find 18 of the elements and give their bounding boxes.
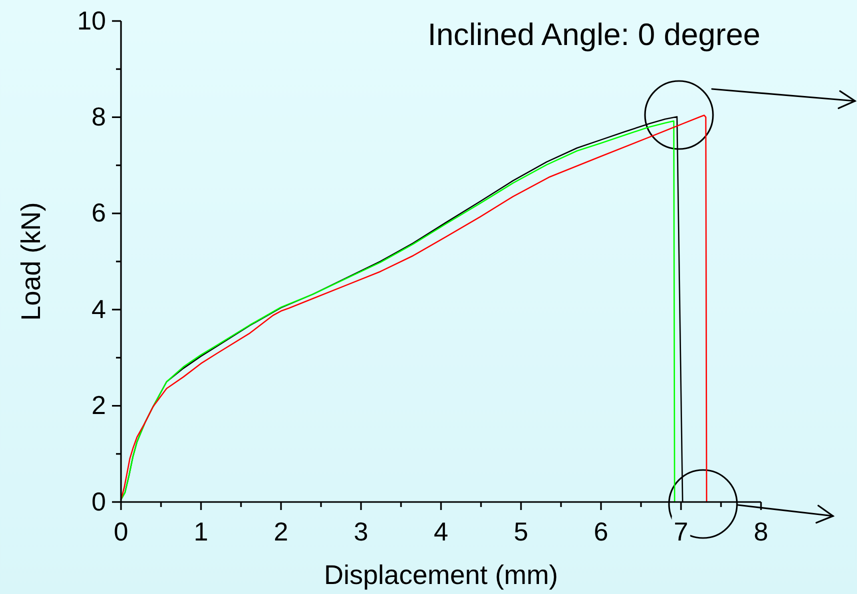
x-tick-label: 1 — [194, 516, 208, 546]
x-tick-label: 0 — [114, 516, 128, 546]
y-tick-label: 10 — [77, 5, 106, 36]
x-axis-title: Displacement (mm) — [324, 560, 558, 590]
y-tick-label: 6 — [92, 198, 106, 228]
y-axis-title: Load (kN) — [16, 202, 46, 321]
y-tick-label: 2 — [92, 390, 106, 420]
y-tick-label: 0 — [92, 486, 106, 516]
x-tick-label: 7 — [674, 516, 688, 546]
annotation: Inclined Angle: 0 degree — [428, 17, 760, 52]
x-tick-label: 2 — [274, 516, 288, 546]
x-tick-label: 5 — [514, 516, 528, 546]
y-tick-label: 8 — [92, 102, 106, 132]
x-tick-label: 6 — [594, 516, 608, 546]
y-tick-label: 4 — [92, 294, 106, 324]
x-tick-label: 8 — [754, 516, 768, 546]
x-tick-label: 3 — [354, 516, 368, 546]
x-tick-label: 4 — [434, 516, 448, 546]
